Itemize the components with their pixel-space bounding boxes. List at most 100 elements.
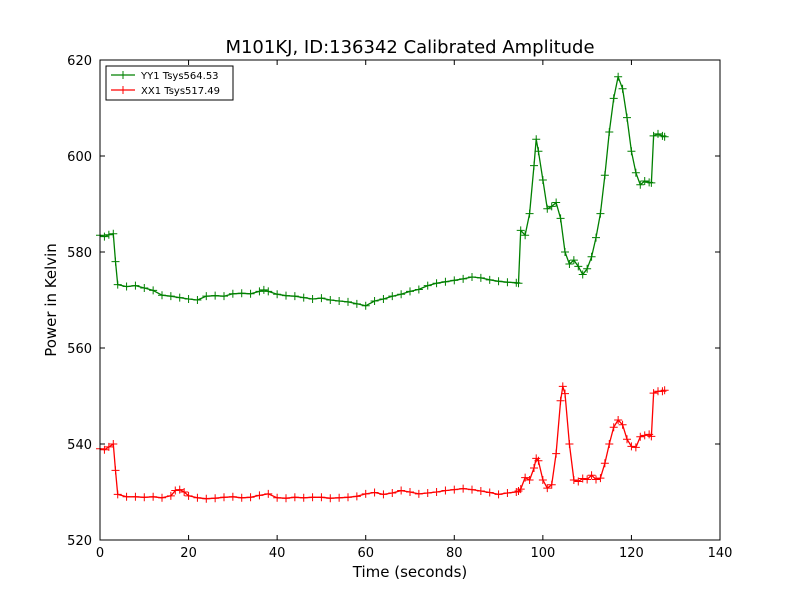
data-point-marker [352, 299, 361, 308]
data-point-marker [556, 396, 565, 405]
x-tick-label: 100 [530, 546, 555, 561]
data-point-marker [596, 474, 605, 483]
data-point-marker [569, 256, 578, 265]
data-point-marker [109, 440, 118, 448]
data-point-marker [166, 491, 175, 500]
data-point-marker [494, 277, 503, 286]
data-point-marker [397, 486, 406, 495]
data-point-marker [623, 113, 631, 122]
data-point-marker [175, 485, 184, 494]
data-point-marker [578, 270, 587, 279]
y-tick-label: 520 [67, 534, 92, 549]
data-point-marker [459, 274, 468, 283]
data-point-marker [317, 294, 326, 303]
data-point-marker [583, 475, 592, 484]
y-tick-label: 600 [67, 150, 92, 165]
data-point-marker [149, 286, 158, 295]
data-point-marker [220, 493, 228, 502]
data-point-marker [111, 466, 120, 475]
data-point-marker [282, 494, 290, 503]
y-tick-label: 580 [67, 246, 92, 261]
legend-label: YY1 Tsys564.53 [140, 71, 219, 82]
data-point-marker [565, 440, 574, 448]
data-point-marker [587, 252, 596, 261]
data-point-marker [538, 476, 547, 484]
data-point-marker [647, 178, 656, 187]
data-point-marker [649, 131, 658, 140]
data-point-marker [246, 289, 255, 298]
data-point-marker [259, 285, 268, 294]
data-point-marker [100, 445, 109, 454]
data-point-marker [521, 473, 530, 482]
data-point-marker [184, 295, 193, 304]
data-point-marker [605, 128, 614, 136]
data-point-marker [468, 272, 476, 281]
data-point-marker [530, 464, 538, 472]
data-point-marker [122, 282, 131, 291]
data-point-marker [485, 275, 494, 284]
x-axis-label: Time (seconds) [352, 563, 468, 581]
data-point-marker [631, 443, 640, 452]
y-tick-label: 560 [67, 342, 92, 357]
data-point-marker [476, 273, 485, 282]
x-tick-label: 140 [708, 546, 733, 561]
data-point-marker [282, 291, 290, 300]
data-point-marker [609, 423, 618, 432]
data-point-marker [158, 291, 166, 300]
data-point-marker [406, 488, 414, 496]
data-point-marker [534, 147, 543, 156]
legend-entry-0: YY1 Tsys564.53 [111, 71, 219, 82]
data-point-marker [140, 284, 149, 292]
legend-box [105, 65, 234, 101]
data-point-marker [379, 490, 388, 499]
data-point-marker [432, 279, 441, 288]
data-point-marker [246, 493, 255, 502]
data-point-marker [326, 296, 335, 304]
data-point-marker [525, 209, 534, 218]
data-point-marker [237, 493, 246, 502]
data-point-marker [344, 493, 352, 502]
data-point-marker [158, 493, 166, 502]
data-point-marker [379, 295, 388, 304]
data-point-marker [180, 488, 189, 496]
data-point-marker [556, 214, 565, 223]
data-point-marker [273, 290, 282, 299]
data-point-marker [631, 168, 640, 177]
data-point-marker [627, 147, 636, 156]
data-point-marker [193, 296, 202, 304]
x-tick-label: 120 [619, 546, 644, 561]
data-point-marker [308, 493, 317, 502]
data-point-marker [494, 490, 503, 499]
data-point-marker [290, 292, 299, 301]
data-point-marker [660, 132, 669, 141]
data-point-marker [583, 264, 592, 273]
data-point-marker [569, 476, 578, 484]
data-point-marker [166, 292, 175, 301]
data-point-marker [335, 296, 344, 305]
data-point-marker [211, 291, 220, 300]
data-point-marker [171, 486, 180, 495]
data-point-marker [587, 471, 596, 480]
data-point-marker [618, 420, 627, 429]
data-point-marker [370, 488, 379, 497]
data-point-marker [220, 292, 228, 301]
data-point-marker [335, 493, 344, 502]
plot-frame [99, 59, 721, 541]
data-point-marker [592, 233, 600, 242]
series-1 [96, 382, 669, 503]
data-point-marker [618, 84, 627, 93]
data-point-marker [184, 491, 193, 500]
data-point-marker [605, 440, 614, 448]
data-point-marker [441, 486, 450, 495]
data-point-marker [561, 248, 569, 256]
data-point-marker [516, 485, 525, 494]
data-point-marker [574, 262, 583, 271]
data-point-marker [441, 277, 450, 286]
data-point-marker [352, 492, 361, 501]
data-point-marker [534, 456, 543, 465]
data-point-marker [640, 176, 649, 185]
data-point-marker [308, 295, 317, 304]
data-point-marker [131, 492, 140, 501]
x-tick-label: 40 [269, 546, 286, 561]
axis-ticks: 0 20 40 60 80 100 120 140 520 540 560 580 600 620 [67, 54, 732, 561]
